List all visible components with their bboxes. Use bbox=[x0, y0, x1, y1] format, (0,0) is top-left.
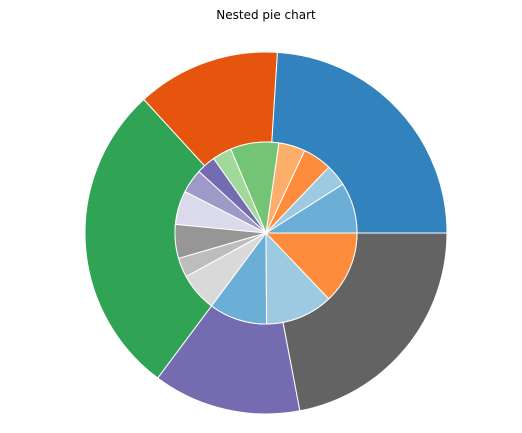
inner-ring bbox=[174, 141, 358, 325]
inner-wedge-15 bbox=[265, 232, 358, 300]
chart-title: Nested pie chart bbox=[216, 8, 316, 22]
outer-ring bbox=[84, 51, 448, 415]
inner-wedge-14 bbox=[265, 232, 330, 325]
